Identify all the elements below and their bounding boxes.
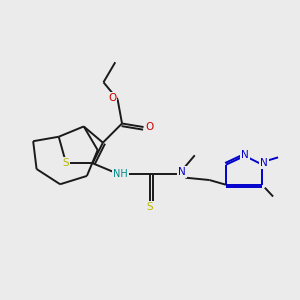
- Text: NH: NH: [113, 169, 128, 179]
- Text: N: N: [260, 158, 268, 168]
- Text: N: N: [178, 167, 186, 177]
- Text: N: N: [241, 150, 249, 160]
- Text: O: O: [146, 122, 154, 132]
- Text: O: O: [108, 93, 116, 103]
- Text: S: S: [147, 202, 153, 212]
- Text: S: S: [63, 158, 69, 168]
